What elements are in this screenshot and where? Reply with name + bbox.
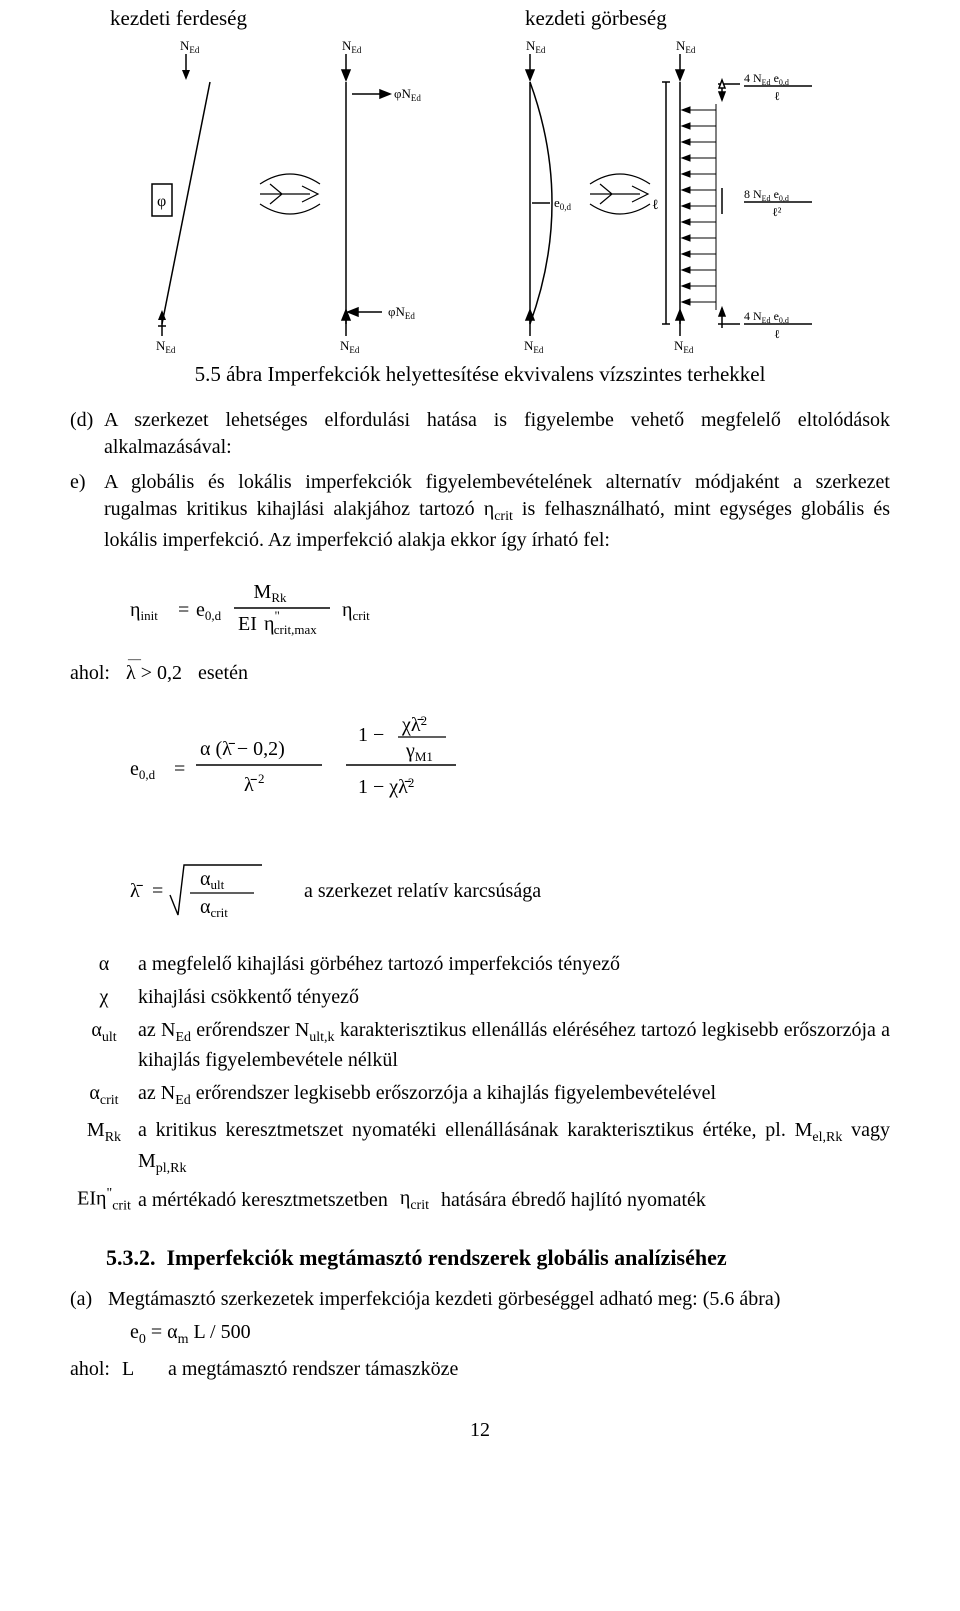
sym-ei: EIη"crit (70, 1185, 138, 1217)
svg-text:α (λ̄ − 0,2): α (λ̄ − 0,2) (200, 738, 285, 760)
svg-text:1 −: 1 − (358, 724, 384, 746)
paragraph-e: e) A globális és lokális imperfekciók fi… (70, 469, 890, 554)
sym-mrk: MRk (70, 1117, 138, 1148)
def-ault: az NEd erőrendszer Nult,k karakterisztik… (138, 1017, 890, 1075)
svg-text:=: = (174, 758, 185, 780)
svg-text:φNEd: φNEd (394, 86, 421, 103)
svg-text:γM1: γM1 (405, 740, 433, 764)
svg-text:ℓ: ℓ (652, 198, 659, 213)
ahol2-L: L (122, 1356, 150, 1383)
svg-text:φNEd: φNEd (388, 304, 415, 321)
svg-text:NEd: NEd (674, 338, 694, 354)
svg-text:e0,d: e0,d (130, 758, 156, 782)
figure-5-5: NEd φ NEd NEd NEd (70, 34, 890, 354)
sym-alpha: α (70, 951, 138, 978)
svg-text:ℓ²: ℓ² (772, 205, 782, 219)
svg-text:NEd: NEd (340, 338, 360, 354)
ahol-label: ahol: (70, 660, 110, 687)
section-5-3-2-title: Imperfekciók megtámasztó rendszerek glob… (167, 1245, 727, 1270)
figure-5-5-caption: 5.5 ábra Imperfekciók helyettesítése ekv… (70, 360, 890, 388)
svg-text:NEd: NEd (676, 38, 696, 55)
def-ei-pre: a mértékadó keresztmetszetben (138, 1187, 388, 1214)
def-acrit: az NEd erőrendszer legkisebb erőszorzója… (138, 1080, 890, 1111)
eseten-label: esetén (198, 660, 248, 687)
imperfection-diagram-svg: NEd φ NEd NEd NEd (120, 34, 840, 354)
svg-text:η"crit,max: η"crit,max (264, 608, 317, 637)
equation-lambda: λ̄ = αult αcrit a szerkezet relatív karc… (130, 857, 890, 927)
svg-text:λ̄: λ̄ (244, 774, 258, 796)
svg-text:ℓ: ℓ (774, 327, 780, 341)
sym-chi: χ (70, 984, 138, 1011)
svg-text:χλ̄2: χλ̄2 (401, 713, 427, 736)
svg-text:=: = (178, 599, 189, 621)
svg-text:ηcrit: ηcrit (342, 599, 370, 623)
svg-text:αult: αult (200, 868, 225, 892)
svg-text:ηinit: ηinit (130, 599, 158, 623)
ahol2-label: ahol: (70, 1356, 104, 1383)
page-number: 12 (70, 1417, 890, 1444)
equation-eta-init: ηinit = e0,d MRk EI η"crit,max ηcrit (130, 574, 890, 646)
svg-text:e0,d: e0,d (554, 195, 572, 212)
paragraph-a: (a) Megtámasztó szerkezetek imperfekciój… (70, 1286, 890, 1313)
paragraph-d-text: A szerkezet lehetséges elfordulási hatás… (104, 407, 890, 461)
svg-text:NEd: NEd (342, 38, 362, 55)
svg-text:NEd: NEd (180, 38, 200, 55)
definitions-list: α a megfelelő kihajlási görbéhez tartozó… (70, 951, 890, 1217)
ahol-line: ahol: ― λ > 0,2 esetén (70, 660, 890, 687)
section-5-3-2-num: 5.3.2. (106, 1245, 156, 1270)
svg-text:φ: φ (157, 193, 166, 210)
def-mrk: a kritikus keresztmetszet nyomatéki elle… (138, 1117, 890, 1179)
paragraph-a-text: Megtámasztó szerkezetek imperfekciója ke… (108, 1286, 890, 1313)
eta-crit-inline: ηcrit (484, 498, 513, 520)
svg-text:8 NEd e0,d: 8 NEd e0,d (744, 187, 789, 203)
svg-text:NEd: NEd (524, 338, 544, 354)
def-ei-post: hatására ébredő hajlító nyomaték (441, 1187, 706, 1214)
svg-text:αcrit: αcrit (200, 896, 228, 920)
svg-text:4 NEd e0,d: 4 NEd e0,d (744, 71, 789, 87)
label-ferdeseg: kezdeti ferdeség (70, 4, 475, 32)
equation-e0d: e0,d = α (λ̄ − 0,2) λ̄ 2 1 − χλ̄2 γM1 1 … (130, 707, 890, 837)
def-ei-mid: ηcrit (400, 1185, 429, 1216)
svg-text:e0,d: e0,d (196, 599, 222, 623)
ahol2-text: a megtámasztó rendszer támaszköze (168, 1356, 458, 1383)
label-gorbeseg: kezdeti görbeség (515, 4, 890, 32)
lambda-desc: a szerkezet relatív karcsúsága (304, 878, 541, 905)
def-chi: kihajlási csökkentő tényező (138, 984, 890, 1011)
svg-text:NEd: NEd (526, 38, 546, 55)
svg-text:4 NEd e0,d: 4 NEd e0,d (744, 309, 789, 325)
ahol-L-line: ahol: L a megtámasztó rendszer támaszköz… (70, 1356, 890, 1383)
equation-e0: e0 = αm L / 500 (130, 1319, 890, 1350)
paragraph-d: (d) A szerkezet lehetséges elfordulási h… (70, 407, 890, 461)
svg-text:ℓ: ℓ (774, 89, 780, 103)
def-ei: a mértékadó keresztmetszetben ηcrit hatá… (138, 1185, 890, 1216)
def-alpha: a megfelelő kihajlási görbéhez tartozó i… (138, 951, 890, 978)
sym-acrit: αcrit (70, 1080, 138, 1111)
svg-text:MRk: MRk (254, 581, 287, 605)
figure-top-labels: kezdeti ferdeség kezdeti görbeség (70, 4, 890, 32)
svg-text:NEd: NEd (156, 338, 176, 354)
sym-ault: αult (70, 1017, 138, 1048)
svg-text:2: 2 (258, 771, 265, 786)
svg-text:λ̄: λ̄ (130, 880, 144, 902)
svg-text:=: = (152, 880, 163, 902)
section-5-3-2: 5.3.2. Imperfekciók megtámasztó rendszer… (106, 1243, 890, 1273)
svg-text:EI: EI (238, 613, 257, 635)
svg-text:1 − χλ̄2: 1 − χλ̄2 (358, 775, 414, 798)
